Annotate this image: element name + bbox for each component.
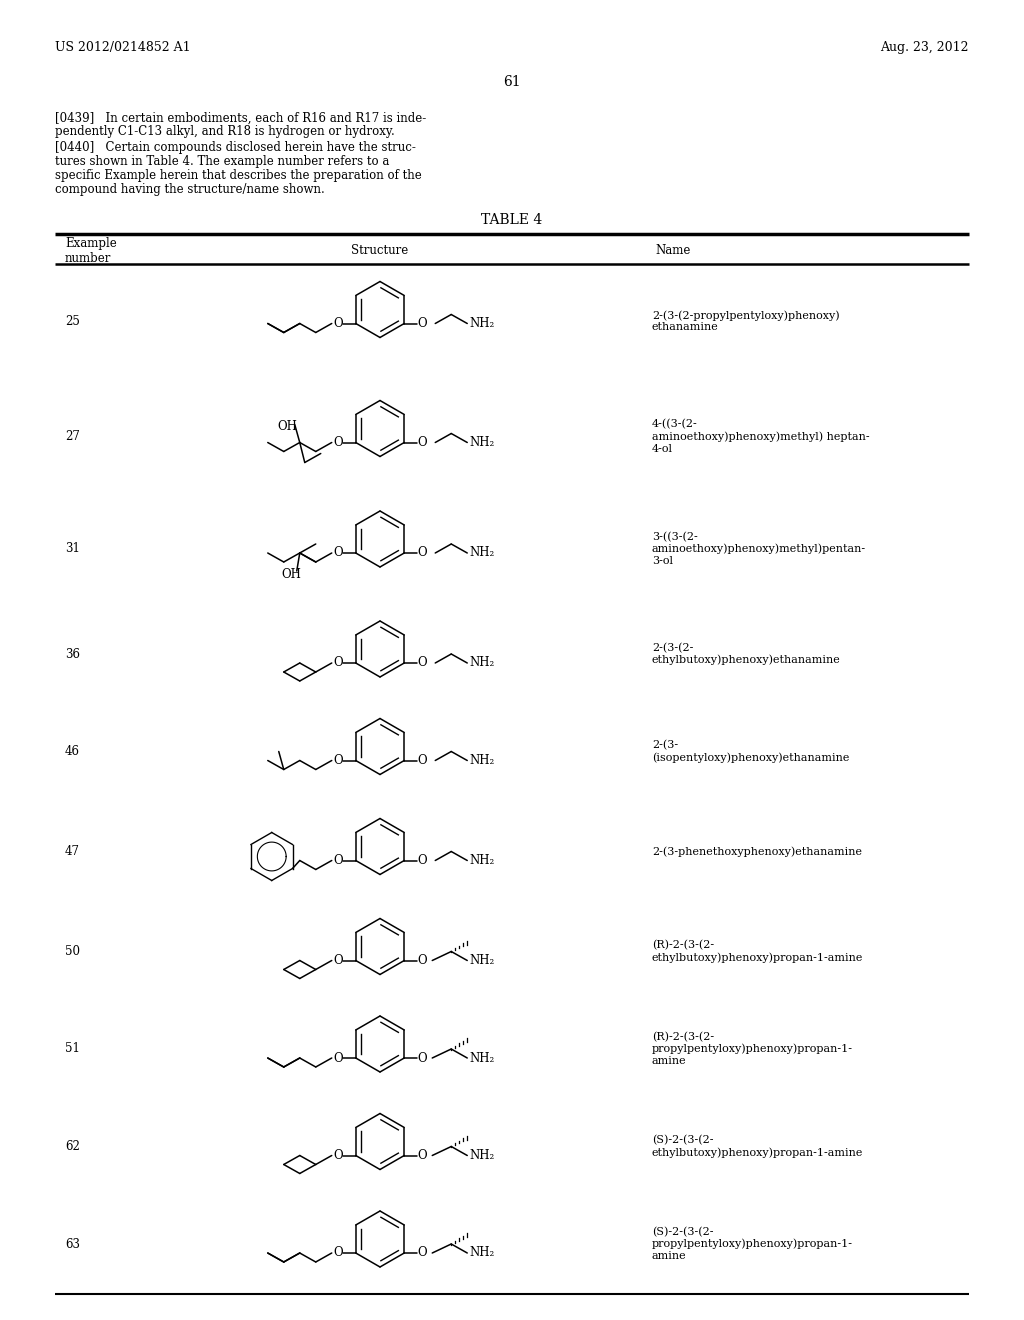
Text: NH₂: NH₂: [469, 546, 495, 560]
Text: propylpentyloxy)phenoxy)propan-1-: propylpentyloxy)phenoxy)propan-1-: [652, 1238, 853, 1249]
Text: Example: Example: [65, 238, 117, 251]
Text: aminoethoxy)phenoxy)methyl) heptan-: aminoethoxy)phenoxy)methyl) heptan-: [652, 432, 869, 442]
Text: amine: amine: [652, 1251, 687, 1261]
Text: NH₂: NH₂: [469, 656, 495, 669]
Text: O: O: [418, 436, 427, 449]
Text: OH: OH: [282, 569, 302, 582]
Text: aminoethoxy)phenoxy)methyl)pentan-: aminoethoxy)phenoxy)methyl)pentan-: [652, 544, 866, 554]
Text: O: O: [418, 754, 427, 767]
Text: (isopentyloxy)phenoxy)ethanamine: (isopentyloxy)phenoxy)ethanamine: [652, 752, 849, 763]
Text: NH₂: NH₂: [469, 1052, 495, 1064]
Text: O: O: [418, 954, 427, 968]
Text: 2-(3-phenethoxyphenoxy)ethanamine: 2-(3-phenethoxyphenoxy)ethanamine: [652, 846, 862, 857]
Text: 27: 27: [65, 430, 80, 444]
Text: specific Example herein that describes the preparation of the: specific Example herein that describes t…: [55, 169, 422, 182]
Text: 50: 50: [65, 945, 80, 958]
Text: [0440]   Certain compounds disclosed herein have the struc-: [0440] Certain compounds disclosed herei…: [55, 141, 416, 154]
Text: NH₂: NH₂: [469, 854, 495, 867]
Text: ethanamine: ethanamine: [652, 322, 719, 333]
Text: NH₂: NH₂: [469, 754, 495, 767]
Text: US 2012/0214852 A1: US 2012/0214852 A1: [55, 41, 190, 54]
Text: Structure: Structure: [351, 244, 409, 257]
Text: O: O: [418, 854, 427, 867]
Text: number: number: [65, 252, 112, 264]
Text: 2-(3-(2-propylpentyloxy)phenoxy): 2-(3-(2-propylpentyloxy)phenoxy): [652, 310, 840, 321]
Text: 2-(3-: 2-(3-: [652, 741, 678, 751]
Text: O: O: [418, 1148, 427, 1162]
Text: O: O: [333, 854, 343, 867]
Text: O: O: [333, 656, 343, 669]
Text: 25: 25: [65, 315, 80, 327]
Text: O: O: [418, 1246, 427, 1259]
Text: 46: 46: [65, 744, 80, 758]
Text: 3-((3-(2-: 3-((3-(2-: [652, 532, 697, 543]
Text: O: O: [333, 1148, 343, 1162]
Text: Name: Name: [655, 244, 690, 257]
Text: TABLE 4: TABLE 4: [481, 213, 543, 227]
Text: O: O: [418, 317, 427, 330]
Text: [0439]   In certain embodiments, each of R16 and R17 is inde-: [0439] In certain embodiments, each of R…: [55, 111, 426, 124]
Text: O: O: [333, 754, 343, 767]
Text: O: O: [333, 1052, 343, 1064]
Text: 36: 36: [65, 648, 80, 660]
Text: compound having the structure/name shown.: compound having the structure/name shown…: [55, 183, 325, 197]
Text: (S)-2-(3-(2-: (S)-2-(3-(2-: [652, 1135, 714, 1146]
Text: NH₂: NH₂: [469, 1246, 495, 1259]
Text: pendently C1-C13 alkyl, and R18 is hydrogen or hydroxy.: pendently C1-C13 alkyl, and R18 is hydro…: [55, 125, 394, 139]
Text: ethylbutoxy)phenoxy)propan-1-amine: ethylbutoxy)phenoxy)propan-1-amine: [652, 952, 863, 962]
Text: 4-((3-(2-: 4-((3-(2-: [652, 420, 697, 429]
Text: 61: 61: [503, 75, 521, 88]
Text: NH₂: NH₂: [469, 1148, 495, 1162]
Text: NH₂: NH₂: [469, 436, 495, 449]
Text: 62: 62: [65, 1140, 80, 1152]
Text: O: O: [333, 546, 343, 560]
Text: O: O: [333, 954, 343, 968]
Text: (S)-2-(3-(2-: (S)-2-(3-(2-: [652, 1226, 714, 1237]
Text: propylpentyloxy)phenoxy)propan-1-: propylpentyloxy)phenoxy)propan-1-: [652, 1044, 853, 1055]
Text: 51: 51: [65, 1043, 80, 1056]
Text: 3-ol: 3-ol: [652, 556, 673, 566]
Text: O: O: [333, 317, 343, 330]
Text: 2-(3-(2-: 2-(3-(2-: [652, 643, 693, 653]
Text: NH₂: NH₂: [469, 317, 495, 330]
Text: ethylbutoxy)phenoxy)ethanamine: ethylbutoxy)phenoxy)ethanamine: [652, 655, 841, 665]
Text: (R)-2-(3-(2-: (R)-2-(3-(2-: [652, 940, 714, 950]
Text: 31: 31: [65, 543, 80, 556]
Text: O: O: [418, 546, 427, 560]
Text: OH: OH: [278, 420, 298, 433]
Text: O: O: [418, 1052, 427, 1064]
Text: 47: 47: [65, 845, 80, 858]
Text: amine: amine: [652, 1056, 687, 1067]
Text: NH₂: NH₂: [469, 954, 495, 968]
Text: tures shown in Table 4. The example number refers to a: tures shown in Table 4. The example numb…: [55, 156, 389, 169]
Text: 63: 63: [65, 1238, 80, 1250]
Text: O: O: [418, 656, 427, 669]
Text: 4-ol: 4-ol: [652, 444, 673, 454]
Text: (R)-2-(3-(2-: (R)-2-(3-(2-: [652, 1032, 714, 1043]
Text: Aug. 23, 2012: Aug. 23, 2012: [881, 41, 969, 54]
Text: O: O: [333, 1246, 343, 1259]
Text: O: O: [333, 436, 343, 449]
Text: ethylbutoxy)phenoxy)propan-1-amine: ethylbutoxy)phenoxy)propan-1-amine: [652, 1147, 863, 1158]
